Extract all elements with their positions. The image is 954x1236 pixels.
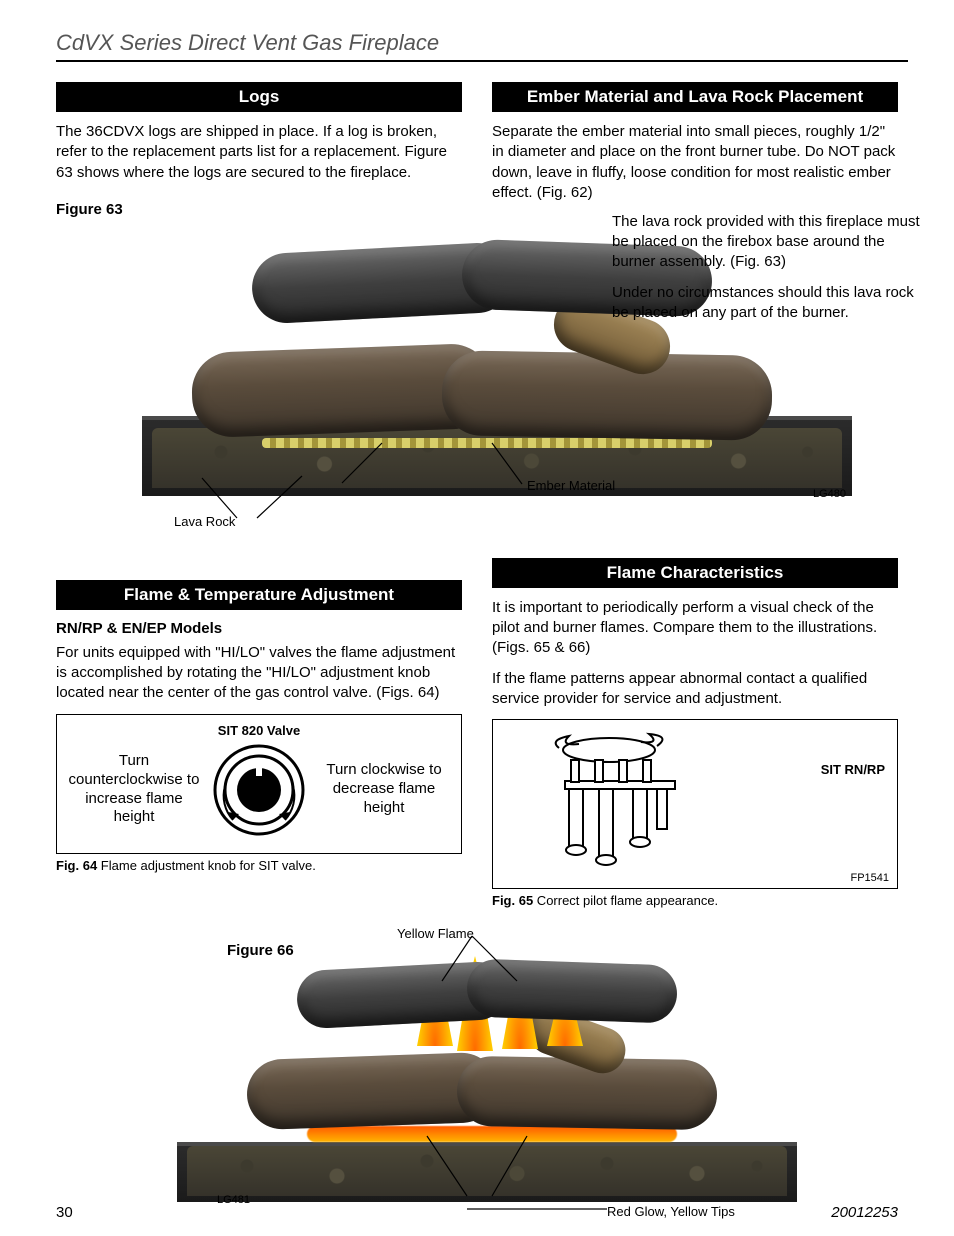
pilot-assembly-icon: [499, 726, 739, 876]
fig-65-caption-b: Fig. 65: [492, 893, 533, 908]
pilot-code: FP1541: [850, 872, 889, 884]
lower-columns: Flame & Temperature Adjustment RN/RP & E…: [56, 558, 898, 908]
col-flame-char: Flame Characteristics It is important to…: [492, 558, 898, 908]
logs-heading: Logs: [56, 82, 462, 112]
page-number: 30: [56, 1204, 73, 1221]
page-title: CdVX Series Direct Vent Gas Fireplace: [56, 30, 898, 58]
knob-ccw-text: Turn counterclockwise to increase flame …: [63, 752, 205, 827]
logs-body: The 36CDVX logs are shipped in place. If…: [56, 122, 462, 183]
fig-64-caption: Fig. 64 Flame adjustment knob for SIT va…: [56, 858, 462, 873]
flame-char-heading: Flame Characteristics: [492, 558, 898, 588]
fig-64-caption-t: Flame adjustment knob for SIT valve.: [97, 858, 316, 873]
figure-63: The lava rock provided with this firepla…: [82, 218, 872, 548]
upper-columns: Logs The 36CDVX logs are shipped in plac…: [56, 82, 898, 218]
knob-cw-text: Turn clockwise to decrease flame height: [313, 761, 455, 817]
callout-lava-rock: Lava Rock: [174, 514, 235, 529]
doc-number: 20012253: [831, 1204, 898, 1221]
fig-64-caption-b: Fig. 64: [56, 858, 97, 873]
pilot-model-label: SIT RN/RP: [821, 762, 885, 777]
figure-63-callouts-svg: [82, 218, 872, 548]
figure-66: Yellow Flame Figure 66 Red Glow, Yellow …: [97, 926, 857, 1236]
col-logs: Logs The 36CDVX logs are shipped in plac…: [56, 82, 462, 218]
title-text: CdVX Series Direct Vent Gas Fireplace: [56, 30, 439, 55]
flame-char-p2: If the flame patterns appear abnormal co…: [492, 669, 898, 710]
fig-65-caption-t: Correct pilot flame appearance.: [533, 893, 718, 908]
flame-char-p1: It is important to periodically perform …: [492, 598, 898, 659]
col-flame-adjust: Flame & Temperature Adjustment RN/RP & E…: [56, 558, 462, 908]
knob-box: SIT 820 Valve Turn counterclockwise to i…: [56, 714, 462, 854]
callout-ember-material: Ember Material: [527, 478, 615, 493]
col-ember: Ember Material and Lava Rock Placement S…: [492, 82, 898, 218]
page-footer: 30 20012253: [56, 1204, 898, 1221]
knob-title: SIT 820 Valve: [63, 723, 455, 738]
pilot-box: SIT RN/RP FP1541: [492, 719, 898, 889]
flame-adj-body: For units equipped with "HI/LO" valves t…: [56, 643, 462, 704]
flame-adj-heading: Flame & Temperature Adjustment: [56, 580, 462, 610]
flame-adj-sub: RN/RP & EN/EP Models: [56, 620, 462, 637]
fig-65-caption: Fig. 65 Correct pilot flame appearance.: [492, 893, 898, 908]
figure-63-code: LG480: [813, 488, 846, 500]
ember-p1: Separate the ember material into small p…: [492, 122, 898, 203]
knob-row: Turn counterclockwise to increase flame …: [63, 742, 455, 838]
ember-heading: Ember Material and Lava Rock Placement: [492, 82, 898, 112]
figure-63-label: Figure 63: [56, 201, 462, 218]
knob-icon: [211, 742, 307, 838]
fig66-callouts-svg: [97, 926, 857, 1236]
